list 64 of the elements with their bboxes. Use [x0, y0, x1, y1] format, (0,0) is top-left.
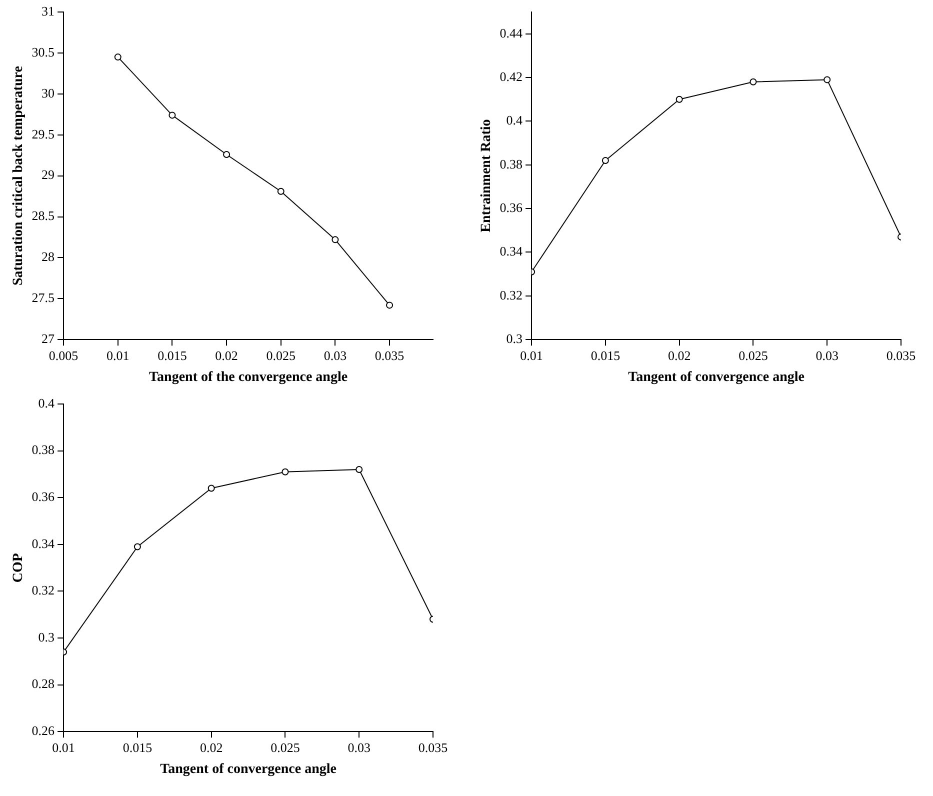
y-tick-label: 0.34: [500, 244, 524, 259]
y-tick-label: 30.5: [32, 44, 55, 60]
x-tick-label: 0.035: [418, 740, 448, 755]
point: [277, 188, 284, 195]
x-axis-title: Tangent of the convergence angle: [148, 370, 348, 386]
y-tick-label: 0.36: [32, 489, 56, 504]
x-tick-label: 0.025: [738, 348, 768, 363]
y-tick-label: 29.5: [32, 126, 55, 142]
y-tick-label: 27.5: [32, 290, 55, 306]
x-tick-label: 0.03: [324, 348, 347, 363]
x-tick-label: 0.02: [215, 348, 238, 363]
y-tick-label: 29: [42, 167, 55, 182]
x-tick-label: 0.015: [158, 348, 187, 363]
x-tick-label: 0.01: [106, 348, 130, 363]
x-tick-label: 0.01: [52, 740, 75, 755]
point: [134, 543, 141, 550]
y-tick-label: 0.38: [32, 442, 55, 458]
x-tick-label: 0.03: [816, 348, 838, 363]
x-tick-label: 0.015: [590, 348, 620, 363]
y-tick-label: 28: [42, 249, 55, 264]
x-tick-label: 0.02: [668, 348, 691, 363]
y-axis-title: Saturation critical back temperature: [11, 66, 26, 286]
y-tick-label: 0.4: [506, 112, 524, 128]
y-tick-label: 0.3: [506, 331, 523, 346]
y-tick-label: 27: [42, 331, 56, 346]
y-tick-label: 0.26: [32, 723, 56, 738]
y-tick-label: 0.42: [500, 68, 523, 84]
point: [168, 112, 176, 119]
y-tick-label: 0.28: [32, 676, 55, 692]
point: [602, 157, 609, 164]
x-tick-label: 0.025: [270, 740, 300, 755]
y-tick-label: 0.34: [32, 536, 56, 551]
point: [114, 54, 122, 61]
x-tick-label: 0.02: [200, 740, 223, 755]
y-tick-label: 0.32: [32, 582, 55, 598]
point: [332, 236, 339, 244]
x-tick-label: 0.005: [48, 348, 78, 363]
x-tick-label: 0.015: [122, 740, 152, 755]
point: [386, 302, 394, 309]
y-tick-label: 0.32: [500, 287, 523, 302]
point: [208, 484, 215, 492]
point: [676, 96, 683, 103]
point: [356, 466, 363, 474]
y-tick-label: 0.44: [500, 25, 524, 40]
point: [223, 151, 230, 158]
y-tick-label: 0.36: [500, 200, 524, 215]
x-tick-label: 0.035: [374, 348, 404, 363]
point: [282, 468, 289, 476]
x-tick-label: 0.025: [266, 348, 296, 363]
y-axis-title: COP: [11, 552, 26, 583]
point: [824, 76, 831, 84]
y-tick-label: 0.4: [38, 395, 56, 410]
y-tick-label: 28.5: [32, 208, 55, 224]
y-tick-label: 0.38: [500, 156, 523, 172]
y-tick-label: 30: [42, 85, 55, 100]
x-tick-label: 0.035: [886, 348, 916, 363]
x-axis-title: Tangent of convergence angle: [628, 370, 804, 386]
y-tick-label: 31: [42, 3, 55, 18]
x-axis-title: Tangent of convergence angle: [160, 762, 336, 778]
x-tick-label: 0.01: [520, 348, 543, 363]
y-tick-label: 0.3: [38, 629, 55, 644]
y-axis-title: Entrainment Ratio: [479, 119, 494, 232]
x-tick-label: 0.03: [348, 740, 370, 755]
point: [750, 78, 757, 86]
